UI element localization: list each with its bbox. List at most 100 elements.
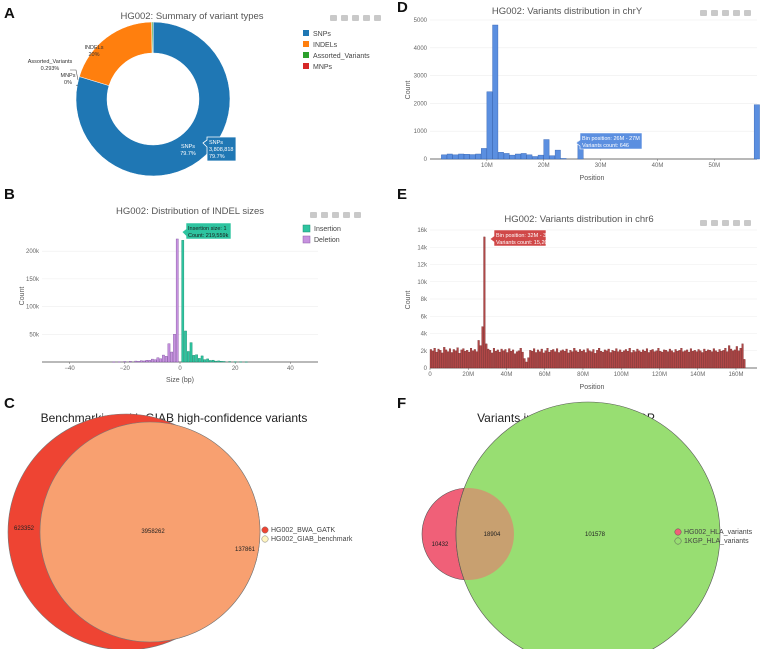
bar-deletion[interactable]: [123, 361, 127, 363]
bar-chr6-bin[interactable]: [565, 348, 568, 369]
bar-chr6-bin[interactable]: [556, 348, 559, 369]
bar-insertion[interactable]: [200, 355, 204, 363]
bar-chry-bin[interactable]: [480, 148, 487, 160]
bar-chr6-bin[interactable]: [632, 350, 635, 369]
bar-chr6-bin[interactable]: [672, 352, 675, 369]
bar-deletion[interactable]: [151, 358, 154, 363]
bar-chr6-bin[interactable]: [512, 349, 515, 369]
bar-chry-bin[interactable]: [469, 154, 476, 160]
bar-chr6-bin[interactable]: [527, 357, 530, 369]
pan-icon-shape[interactable]: [321, 212, 328, 218]
bar-chr6-bin[interactable]: [473, 349, 476, 369]
bar-chr6-bin[interactable]: [443, 347, 446, 369]
bar-chr6-bin[interactable]: [508, 348, 511, 369]
bar-chr6-bin[interactable]: [730, 348, 733, 369]
zoom-out-icon[interactable]: [343, 212, 350, 218]
bar-chr6-bin[interactable]: [491, 352, 494, 369]
bar-chr6-bin[interactable]: [452, 349, 455, 369]
bar-chr6-bin[interactable]: [531, 351, 534, 369]
bar-chr6-bin[interactable]: [462, 348, 465, 369]
bar-insertion[interactable]: [186, 351, 190, 363]
bar-deletion[interactable]: [129, 361, 132, 363]
camera-icon[interactable]: [700, 10, 707, 16]
bar-deletion[interactable]: [117, 361, 121, 363]
bar-chr6-bin[interactable]: [613, 351, 616, 369]
bar-chr6-bin[interactable]: [678, 350, 681, 369]
bar-chr6-bin[interactable]: [651, 349, 654, 369]
bar-chr6-bin[interactable]: [741, 343, 744, 369]
bar-chr6-bin[interactable]: [536, 349, 539, 369]
bar-chr6-bin[interactable]: [533, 348, 536, 369]
bar-chr6-bin[interactable]: [542, 352, 545, 369]
bar-chry-bin[interactable]: [492, 24, 499, 160]
bar-chr6-bin[interactable]: [454, 350, 457, 369]
bar-chr6-bin[interactable]: [718, 349, 721, 369]
bar-chr6-bin[interactable]: [722, 350, 725, 369]
bar-chr6-bin[interactable]: [515, 351, 518, 369]
legend-swatch-hg002-hla[interactable]: [674, 528, 682, 536]
bar-chr6-bin[interactable]: [644, 351, 647, 369]
bar-chr6-bin[interactable]: [552, 349, 555, 369]
home-icon-shape[interactable]: [744, 220, 751, 226]
legend-swatch-insertion[interactable]: [302, 224, 311, 233]
bar-deletion[interactable]: [159, 358, 162, 363]
bar-chr6-bin[interactable]: [649, 350, 652, 369]
bar-chry-bin[interactable]: [486, 91, 493, 160]
bar-chr6-bin[interactable]: [500, 348, 503, 369]
home-icon-shape[interactable]: [374, 15, 381, 21]
bar-chr6-bin[interactable]: [523, 358, 526, 369]
bar-chr6-bin[interactable]: [470, 348, 473, 369]
bar-chr6-bin[interactable]: [743, 359, 746, 369]
bar-chr6-bin[interactable]: [731, 350, 735, 369]
bar-chr6-bin[interactable]: [626, 351, 629, 369]
bar-chr6-bin[interactable]: [494, 351, 497, 369]
bar-insertion[interactable]: [192, 355, 196, 363]
legend-swatch-deletion[interactable]: [302, 235, 311, 244]
bar-chry-bin[interactable]: [515, 153, 521, 160]
bar-chr6-bin[interactable]: [699, 350, 702, 369]
bar-chr6-bin[interactable]: [468, 351, 471, 369]
bar-deletion[interactable]: [112, 361, 116, 363]
camera-icon-shape[interactable]: [700, 220, 707, 226]
pan-icon-shape[interactable]: [711, 220, 718, 226]
home-icon-shape[interactable]: [354, 212, 361, 218]
bar-deletion[interactable]: [137, 361, 140, 363]
legend-item-giab[interactable]: HG002_GIAB_benchmark: [271, 536, 353, 543]
legend-item-indels[interactable]: INDELs: [313, 42, 338, 49]
bar-chry-bin[interactable]: [753, 104, 760, 160]
bar-chr6-bin[interactable]: [714, 350, 717, 369]
bar-chr6-bin[interactable]: [682, 351, 685, 369]
bar-chr6-bin[interactable]: [458, 353, 461, 369]
bar-chr6-bin[interactable]: [621, 351, 624, 369]
bar-chr6-bin[interactable]: [437, 348, 440, 369]
bar-chr6-bin[interactable]: [540, 348, 543, 369]
legend-item-mnps[interactable]: MNPs: [313, 64, 333, 71]
bar-chry-bin[interactable]: [503, 153, 510, 160]
bar-chr6-bin[interactable]: [450, 352, 453, 369]
bar-insertion[interactable]: [228, 361, 231, 363]
bar-chr6-bin[interactable]: [582, 349, 585, 369]
zoom-in-icon[interactable]: [352, 15, 359, 21]
bar-chr6-bin[interactable]: [615, 348, 618, 369]
bar-chr6-bin[interactable]: [573, 348, 576, 369]
bar-chr6-bin[interactable]: [697, 349, 700, 369]
bar-chr6-bin[interactable]: [665, 350, 668, 369]
bar-chr6-bin[interactable]: [659, 351, 662, 369]
legend-swatch-mnps[interactable]: [303, 63, 309, 69]
bar-chr6-bin[interactable]: [435, 351, 438, 369]
bar-chr6-bin[interactable]: [588, 350, 591, 369]
bar-chry-bin[interactable]: [537, 154, 544, 160]
bar-chr6-bin[interactable]: [611, 350, 614, 369]
bar-insertion[interactable]: [220, 361, 223, 363]
bar-chr6-bin[interactable]: [686, 349, 689, 369]
bar-chr6-bin[interactable]: [479, 345, 482, 369]
bar-chr6-bin[interactable]: [517, 350, 520, 369]
bar-chr6-bin[interactable]: [498, 351, 501, 369]
bar-deletion[interactable]: [142, 360, 146, 363]
zoom-in-icon[interactable]: [332, 212, 339, 218]
bar-chry-bin[interactable]: [452, 154, 459, 160]
bar-insertion[interactable]: [198, 358, 201, 363]
bar-chr6-bin[interactable]: [693, 350, 696, 369]
bar-chr6-bin[interactable]: [695, 351, 698, 369]
bar-chr6-bin[interactable]: [504, 349, 507, 369]
